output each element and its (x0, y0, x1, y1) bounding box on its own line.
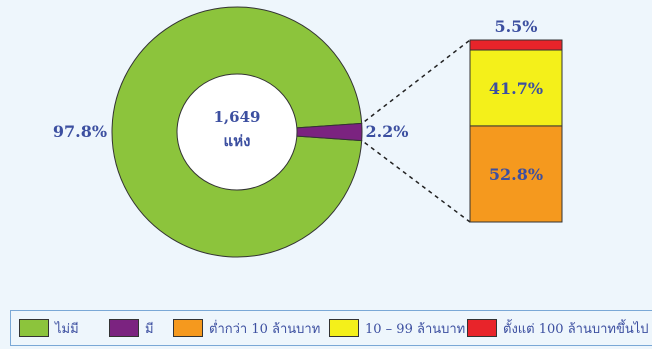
bar-segment-under-10m (469, 125, 563, 223)
legend-swatch (19, 319, 49, 337)
chart: 1,649 แห่ง 97.8% 2.2% 52.8% 41.7% 5.5% (53, 6, 563, 258)
bar-label: 5.5% (494, 17, 537, 36)
legend-item-none: ไม่มี (19, 317, 79, 339)
breakdown-bar (469, 39, 563, 223)
legend-swatch (173, 319, 203, 337)
legend-label: ต่ำกว่า 10 ล้านบาท (209, 321, 321, 337)
legend-item-under-10m: ต่ำกว่า 10 ล้านบาท (173, 317, 320, 339)
bar-label: 41.7% (489, 79, 543, 98)
legend-swatch (467, 319, 497, 337)
pie-label-none: 97.8% (53, 122, 107, 141)
center-count: 1,649 (214, 108, 261, 126)
pie-label-yes: 2.2% (365, 122, 408, 141)
connector-line-bottom (364, 142, 471, 223)
legend-swatch (109, 319, 139, 337)
pie-center-hole (176, 73, 298, 191)
legend-swatch (329, 319, 359, 337)
legend-item-yes: มี (109, 317, 154, 339)
pie-chart (111, 6, 363, 258)
bar-label: 52.8% (489, 165, 543, 184)
legend-label: 10 – 99 ล้านบาท (365, 321, 466, 337)
legend-item-100m-plus: ตั้งแต่ 100 ล้านบาทขึ้นไป (467, 317, 649, 339)
pie-slice-yes (236, 122, 363, 142)
legend-label: ไม่มี (55, 321, 79, 337)
data-labels: 1,649 แห่ง 97.8% 2.2% 52.8% 41.7% 5.5% (53, 17, 543, 184)
bar-segment-10-99m (469, 49, 563, 127)
connector-line-top (364, 39, 471, 122)
legend-label: ตั้งแต่ 100 ล้านบาทขึ้นไป (503, 321, 649, 337)
bar-segment-100m-plus (469, 39, 563, 51)
connector-lines (364, 39, 471, 223)
legend: ไม่มี มี ต่ำกว่า 10 ล้านบาท 10 – 99 ล้าน… (10, 310, 652, 346)
legend-item-10-99m: 10 – 99 ล้านบาท (329, 317, 465, 339)
legend-label: มี (145, 321, 154, 337)
center-unit: แห่ง (224, 132, 251, 150)
